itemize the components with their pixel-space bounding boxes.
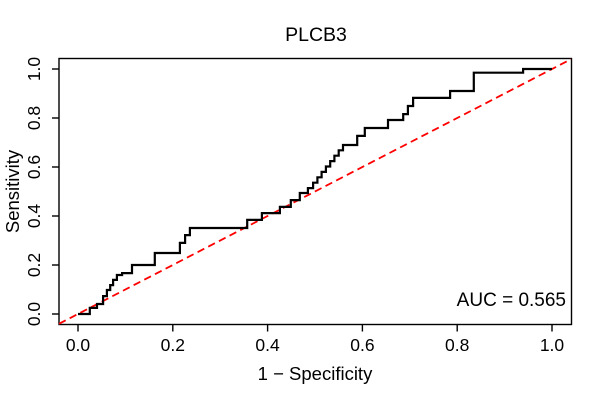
x-tick-label: 0.2 (161, 335, 185, 355)
x-tick-label: 0.6 (350, 335, 374, 355)
roc-curve-line (78, 67, 552, 316)
y-tick-label: 0.8 (24, 106, 44, 130)
x-axis-ticks: 0.0 0.2 0.4 0.6 0.8 1.0 (66, 324, 565, 355)
y-axis-label: Sensitivity (2, 149, 23, 233)
chance-diagonal-line (58, 58, 572, 325)
plot-box (58, 57, 573, 326)
y-axis-ticks: 0.0 0.2 0.4 0.6 0.8 1.0 (24, 57, 59, 327)
y-tick-label: 1.0 (24, 57, 44, 82)
y-tick-label: 0.0 (24, 302, 44, 327)
x-tick-label: 0.0 (66, 335, 91, 355)
x-tick-label: 0.4 (255, 335, 280, 355)
x-axis-label: 1 − Specificity (258, 363, 373, 384)
x-tick-label: 1.0 (540, 335, 565, 355)
chart-title: PLCB3 (285, 24, 347, 46)
y-tick-label: 0.2 (24, 253, 44, 277)
y-tick-label: 0.6 (24, 155, 44, 179)
x-tick-label: 0.8 (445, 335, 469, 355)
auc-annotation: AUC = 0.565 (457, 290, 566, 311)
y-tick-label: 0.4 (24, 204, 44, 229)
